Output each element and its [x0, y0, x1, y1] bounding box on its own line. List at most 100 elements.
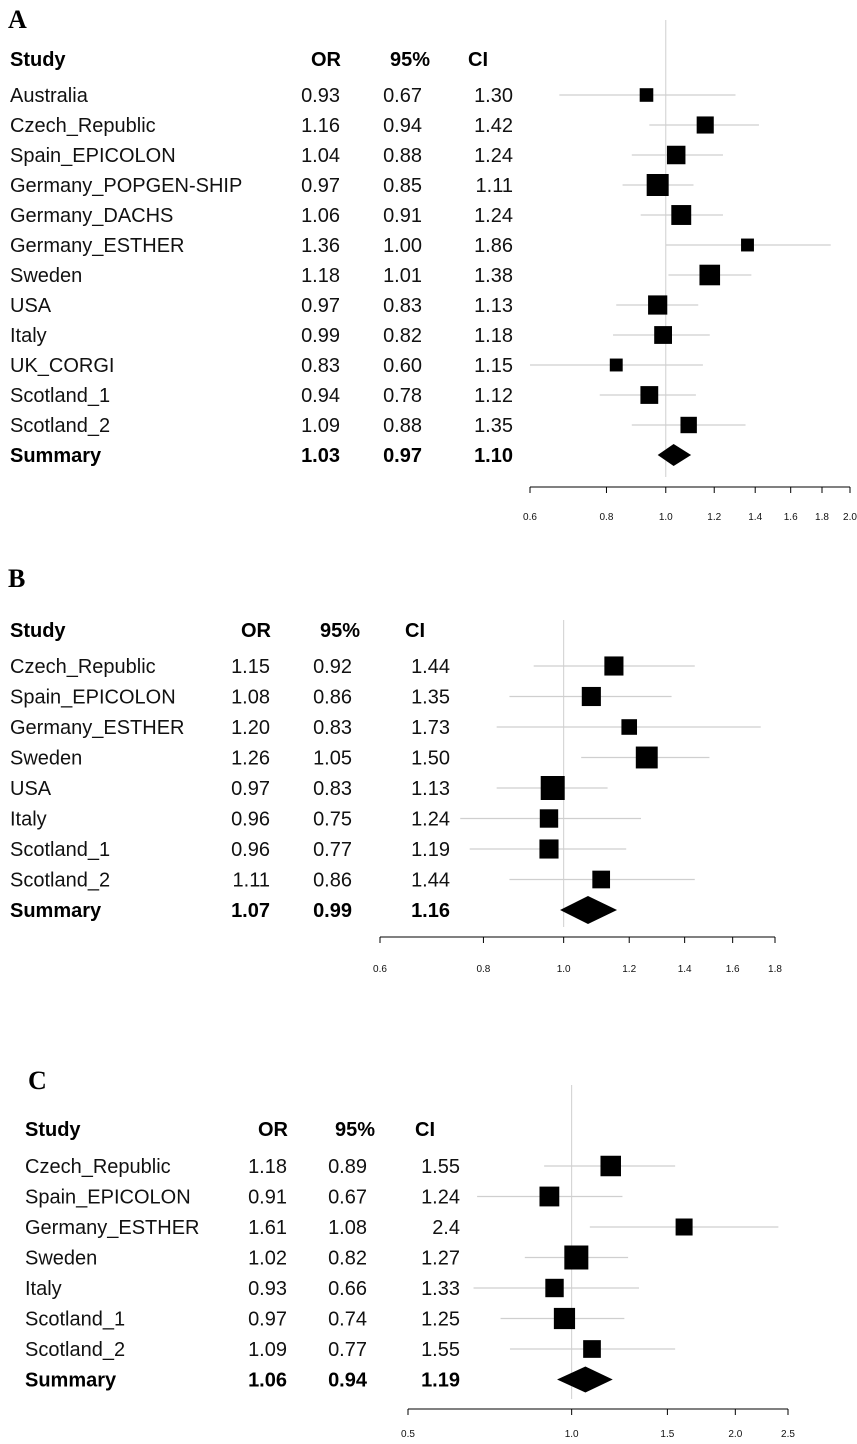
panel-a-or-square	[741, 238, 754, 252]
panel-a-or-square	[640, 386, 659, 404]
panel-b-study-ci-high: 1.73	[411, 717, 450, 739]
panel-a-study-ci-high: 1.42	[474, 115, 513, 137]
panel-c-study-name: Italy	[25, 1278, 62, 1300]
panel-b-study-or: 0.97	[231, 778, 270, 800]
panel-a-study-ci-high: 1.18	[474, 325, 513, 347]
panel-b-study-ci-low: 0.86	[313, 870, 352, 892]
panel-b-or-square	[621, 719, 638, 735]
panel-b-study-or: 0.96	[231, 839, 270, 861]
panel-b-study-or: 1.08	[231, 687, 270, 709]
panel-c-study-name: Czech_Republic	[25, 1156, 171, 1178]
panel-b-summary-or: 1.07	[231, 900, 270, 922]
panel-a-study-ci-low: 1.00	[383, 235, 422, 257]
panel-a-tick-label: 0.6	[523, 512, 537, 523]
panel-a-study-ci-high: 1.15	[474, 355, 513, 377]
panel-a-tick-label: 2.0	[843, 512, 857, 523]
panel-c-tick-label: 2.0	[728, 1429, 742, 1440]
panel-b-study-name: Sweden	[10, 748, 82, 770]
panel-c-study-ci-low: 0.89	[328, 1156, 367, 1178]
panel-a-study-ci-high: 1.24	[474, 145, 513, 167]
panel-c-study-or: 1.61	[248, 1217, 287, 1239]
panel-a-tick-label: 1.4	[748, 512, 762, 523]
panel-b-header-study: Study	[10, 620, 66, 642]
panel-a-study-ci-low: 0.88	[383, 415, 422, 437]
panel-b-tick-label: 1.6	[726, 964, 740, 975]
panel-b-study-or: 1.15	[231, 656, 270, 678]
panel-c-letter: C	[28, 1066, 47, 1095]
panel-a-study-or: 1.36	[301, 235, 340, 257]
panel-a-summary-diamond	[657, 444, 692, 466]
panel-b-study-name: Scotland_1	[10, 839, 110, 861]
panel-a-study-or: 0.99	[301, 325, 340, 347]
panel-b-tick-label: 1.0	[557, 964, 571, 975]
panel-c-tick-label: 0.5	[401, 1429, 415, 1440]
panel-c-study-or: 0.97	[248, 1309, 287, 1331]
panel-b-study-ci-low: 0.92	[313, 656, 352, 678]
panel-c-or-square	[583, 1340, 601, 1358]
panel-b-tick-label: 1.4	[678, 964, 692, 975]
panel-c-or-square	[600, 1155, 621, 1177]
panel-a-study-ci-high: 1.30	[474, 85, 513, 107]
panel-c-summary-ci-high: 1.19	[421, 1370, 460, 1392]
panel-a-study-ci-high: 1.12	[474, 385, 513, 407]
panel-a-header-study: Study	[10, 49, 66, 71]
panel-b-summary-ci-high: 1.16	[411, 900, 450, 922]
panel-c-or-square	[553, 1307, 576, 1330]
panel-a-study-or: 1.06	[301, 205, 340, 227]
panel-b-study-ci-high: 1.50	[411, 748, 450, 770]
panel-a-tick-label: 1.6	[784, 512, 798, 523]
panel-c-study-ci-high: 2.4	[432, 1217, 460, 1239]
panel-a-study-or: 1.16	[301, 115, 340, 137]
panel-c-study-name: Scotland_1	[25, 1309, 125, 1331]
panel-c-or-square	[539, 1186, 560, 1207]
panel-b-header-or: OR	[241, 620, 272, 642]
panel-a-or-square	[609, 358, 623, 372]
panel-c-summary-label: Summary	[25, 1370, 117, 1392]
panel-b-or-square	[592, 870, 611, 889]
panel-a-summary-ci-high: 1.10	[474, 445, 513, 467]
panel-a-study-name: Germany_DACHS	[10, 205, 173, 227]
panel-a-study-name: Germany_ESTHER	[10, 235, 185, 257]
panel-b-study-ci-low: 0.83	[313, 778, 352, 800]
panel-c-study-name: Spain_EPICOLON	[25, 1187, 191, 1209]
panel-c-study-or: 0.93	[248, 1278, 287, 1300]
panel-c-study-or: 0.91	[248, 1187, 287, 1209]
panel-a-or-square	[671, 205, 692, 225]
panel-a-or-square	[696, 116, 714, 134]
panel-b-study-ci-high: 1.13	[411, 778, 450, 800]
panel-a-summary-or: 1.03	[301, 445, 340, 467]
panel-a-study-ci-low: 0.85	[383, 175, 422, 197]
panel-b-study-name: Italy	[10, 809, 47, 831]
panel-b-study-ci-high: 1.35	[411, 687, 450, 709]
panel-c-study-name: Scotland_2	[25, 1339, 125, 1361]
panel-c-tick-label: 1.0	[565, 1429, 579, 1440]
panel-c-or-square	[545, 1278, 564, 1298]
panel-c-or-square	[564, 1245, 589, 1270]
panel-c-study-ci-low: 0.77	[328, 1339, 367, 1361]
panel-a-study-or: 0.83	[301, 355, 340, 377]
panel-a-header-ci: CI	[468, 49, 488, 71]
panel-b-or-square	[540, 776, 565, 800]
panel-b-study-ci-low: 0.77	[313, 839, 352, 861]
panel-a-study-ci-low: 0.83	[383, 295, 422, 317]
panel-b-tick-label: 1.8	[768, 964, 782, 975]
panel-a-summary-ci-low: 0.97	[383, 445, 422, 467]
panel-b-study-name: USA	[10, 778, 52, 800]
panel-c-study-or: 1.02	[248, 1248, 287, 1270]
panel-c-summary-diamond	[557, 1366, 613, 1393]
panel-c-summary-ci-low: 0.94	[328, 1370, 368, 1392]
panel-a-header-or: OR	[311, 49, 342, 71]
panel-b-letter: B	[8, 564, 25, 593]
panel-b-header-ci: CI	[405, 620, 425, 642]
panel-a-study-ci-high: 1.35	[474, 415, 513, 437]
panel-c-study-ci-high: 1.25	[421, 1309, 460, 1331]
panel-a-study-ci-low: 1.01	[383, 265, 422, 287]
panel-a-study-ci-low: 0.60	[383, 355, 422, 377]
panel-a-study-ci-low: 0.78	[383, 385, 422, 407]
panel-b-study-or: 0.96	[231, 809, 270, 831]
panel-a-study-ci-high: 1.38	[474, 265, 513, 287]
panel-a-study-or: 0.93	[301, 85, 340, 107]
panel-b-study-name: Czech_Republic	[10, 656, 156, 678]
panel-b-study-ci-high: 1.44	[411, 656, 450, 678]
